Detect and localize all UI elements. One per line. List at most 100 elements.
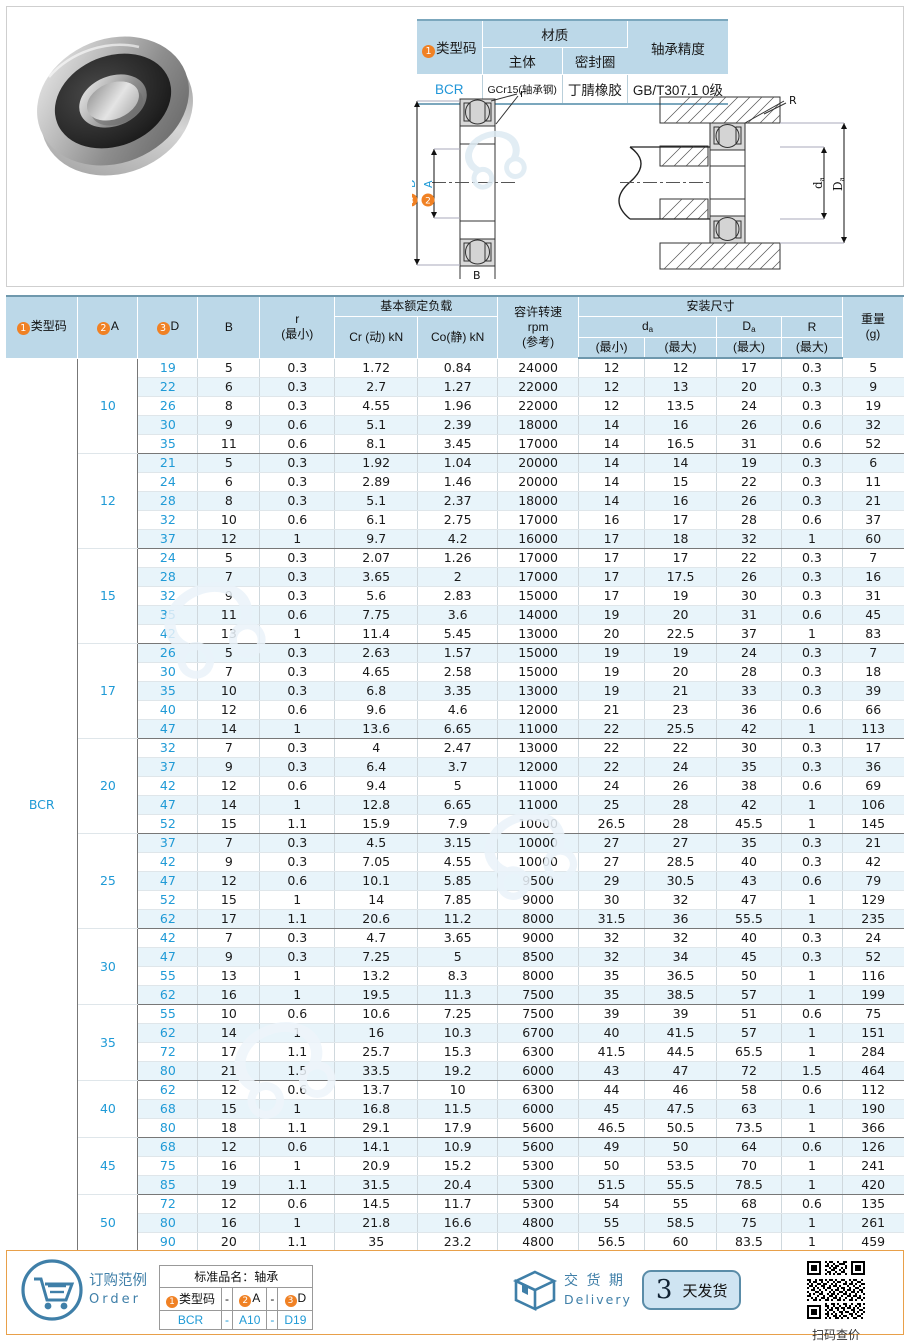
cell-da-min: 12: [578, 377, 646, 397]
qr-code-icon[interactable]: [807, 1261, 865, 1319]
cell-cr: 8.1: [334, 434, 419, 454]
table-row[interactable]: 47 14 1 12.8 6.65 11000 25 28 42 1 106: [6, 795, 904, 815]
cell-d: 75: [137, 1156, 199, 1176]
table-row[interactable]: 50 72 12 0.6 14.5 11.7 5300 54 55 68 0.6 135: [6, 1194, 904, 1253]
cell-cr: 7.05: [334, 852, 419, 872]
table-row[interactable]: 42 12 0.6 9.4 5 11000 24 26 38 0.6 69: [6, 776, 904, 796]
table-row[interactable]: 80 16 1 21.8 16.6 4800 55 58.5 75 1 261: [6, 1213, 904, 1233]
table-row[interactable]: BCR 10 19 5 0.3 1.72 0.84 24000 12 12 17 0.3 5: [6, 358, 904, 1253]
th-b: B: [197, 295, 261, 359]
table-row[interactable]: 26 8 0.3 4.55 1.96 22000 12 13.5 24 0.3 19: [6, 396, 904, 416]
table-row[interactable]: 35 10 0.3 6.8 3.35 13000 19 21 33 0.3 39: [6, 681, 904, 701]
table-row[interactable]: 25 37 7 0.3 4.5 3.15 10000 27 27 35 0.3 21: [6, 833, 904, 929]
cell-Da-max: 63: [716, 1099, 782, 1119]
cell-da-max: 34: [644, 947, 717, 967]
cell-weight: 106: [842, 795, 904, 815]
cell-da-min: 14: [578, 434, 646, 454]
cell-speed: 17000: [497, 434, 580, 454]
table-row[interactable]: 37 9 0.3 6.4 3.7 12000 22 24 35 0.3 36: [6, 757, 904, 777]
cell-da-min: 27: [578, 852, 646, 872]
table-row[interactable]: 28 8 0.3 5.1 2.37 18000 14 16 26 0.3 21: [6, 491, 904, 511]
table-row[interactable]: 24 6 0.3 2.89 1.46 20000 14 15 22 0.3 11: [6, 472, 904, 492]
table-row[interactable]: 20 32 7 0.3 4 2.47 13000 22 22 30 0.3 17: [6, 738, 904, 834]
table-row[interactable]: 62 14 1 16 10.3 6700 40 41.5 57 1 151: [6, 1023, 904, 1043]
cell-da-min: 17: [578, 548, 646, 568]
table-row[interactable]: 45 68 12 0.6 14.1 10.9 5600 49 50 64 0.6 126: [6, 1137, 904, 1195]
table-row[interactable]: 62 17 1.1 20.6 11.2 8000 31.5 36 55.5 1 235: [6, 909, 904, 929]
cell-da-min: 54: [578, 1194, 646, 1214]
table-row[interactable]: 30 9 0.6 5.1 2.39 18000 14 16 26 0.6 32: [6, 415, 904, 435]
cell-da-max: 55: [644, 1194, 717, 1214]
table-row[interactable]: 40 62 12 0.6 13.7 10 6300 44 46 58 0.6 112: [6, 1080, 904, 1138]
cell-co: 3.6: [417, 605, 499, 625]
cell-d: 62: [137, 1023, 199, 1043]
table-row[interactable]: 28 7 0.3 3.65 2 17000 17 17.5 26 0.3 16: [6, 567, 904, 587]
cell-da-max: 13.5: [644, 396, 717, 416]
table-row[interactable]: 40 12 0.6 9.6 4.6 12000 21 23 36 0.6 66: [6, 700, 904, 720]
package-box-icon: [512, 1270, 558, 1312]
cell-r: 0.3: [259, 491, 336, 511]
table-row[interactable]: 47 14 1 13.6 6.65 11000 22 25.5 42 1 113: [6, 719, 904, 739]
th-type-code: 1 类型码: [6, 295, 79, 359]
cell-co: 10.9: [417, 1137, 499, 1157]
table-row[interactable]: 35 55 10 0.6 10.6 7.25 7500 39 39 51 0.6 75: [6, 1004, 904, 1081]
cell-co: 7.9: [417, 814, 499, 834]
table-row[interactable]: 22 6 0.3 2.7 1.27 22000 12 13 20 0.3 9: [6, 377, 904, 397]
cell-r: 0.3: [259, 548, 336, 568]
table-row[interactable]: 42 9 0.3 7.05 4.55 10000 27 28.5 40 0.3 42: [6, 852, 904, 872]
cell-co: 2.47: [417, 738, 499, 758]
table-row[interactable]: 30 42 7 0.3 4.7 3.65 9000 32 32 40 0.3 24: [6, 928, 904, 1005]
cell-speed: 15000: [497, 662, 580, 682]
cell-b: 12: [197, 700, 261, 720]
table-row[interactable]: 62 16 1 19.5 11.3 7500 35 38.5 57 1 199: [6, 985, 904, 1005]
cell-da-max: 53.5: [644, 1156, 717, 1176]
cell-b: 6: [197, 377, 261, 397]
cell-b: 9: [197, 947, 261, 967]
table-row[interactable]: 30 7 0.3 4.65 2.58 15000 19 20 28 0.3 18: [6, 662, 904, 682]
cell-weight: 151: [842, 1023, 904, 1043]
table-row[interactable]: 37 12 1 9.7 4.2 16000 17 18 32 1 60: [6, 529, 904, 549]
cell-cr: 9.6: [334, 700, 419, 720]
table-row[interactable]: 32 10 0.6 6.1 2.75 17000 16 17 28 0.6 37: [6, 510, 904, 530]
table-row[interactable]: 42 13 1 11.4 5.45 13000 20 22.5 37 1 83: [6, 624, 904, 644]
cell-co: 6.65: [417, 795, 499, 815]
cell-Da-max: 30: [716, 586, 782, 606]
cell-Da-max: 28: [716, 510, 782, 530]
table-row[interactable]: 72 17 1.1 25.7 15.3 6300 41.5 44.5 65.5 1 284: [6, 1042, 904, 1062]
table-row[interactable]: 17 26 5 0.3 2.63 1.57 15000 19 19 24 0.3 7: [6, 643, 904, 739]
cell-r: 1.1: [259, 1175, 336, 1195]
table-row[interactable]: 47 12 0.6 10.1 5.85 9500 29 30.5 43 0.6 79: [6, 871, 904, 891]
table-row[interactable]: 35 11 0.6 7.75 3.6 14000 19 20 31 0.6 45: [6, 605, 904, 625]
cell-da-max: 25.5: [644, 719, 717, 739]
table-row[interactable]: 75 16 1 20.9 15.2 5300 50 53.5 70 1 241: [6, 1156, 904, 1176]
table-row[interactable]: 52 15 1 14 7.85 9000 30 32 47 1 129: [6, 890, 904, 910]
cell-b: 5: [197, 453, 261, 473]
svg-text:Da: Da: [831, 177, 846, 191]
bearing-photo: [37, 36, 193, 176]
cell-da-max: 16: [644, 491, 717, 511]
cell-r: 0.6: [259, 1137, 336, 1157]
delivery-label-en: Delivery: [564, 1292, 632, 1308]
cell-b: 16: [197, 1213, 261, 1233]
table-row[interactable]: 12 21 5 0.3 1.92 1.04 20000 14 14 19 0.3 6: [6, 453, 904, 549]
cell-d: 35: [137, 605, 199, 625]
cell-b: 16: [197, 1156, 261, 1176]
table-row[interactable]: 80 18 1.1 29.1 17.9 5600 46.5 50.5 73.5 1 366: [6, 1118, 904, 1138]
table-row[interactable]: 15 24 5 0.3 2.07 1.26 17000 17 17 22 0.3 7: [6, 548, 904, 644]
table-row[interactable]: 32 9 0.3 5.6 2.83 15000 17 19 30 0.3 31: [6, 586, 904, 606]
cell-weight: 126: [842, 1137, 904, 1157]
table-row[interactable]: 80 21 1.5 33.5 19.2 6000 43 47 72 1.5 464: [6, 1061, 904, 1081]
table-row[interactable]: 52 15 1.1 15.9 7.9 10000 26.5 28 45.5 1 145: [6, 814, 904, 834]
cell-a-value: 12: [77, 453, 139, 549]
table-row[interactable]: 35 11 0.6 8.1 3.45 17000 14 16.5 31 0.6 52: [6, 434, 904, 454]
cell-R-max: 1: [781, 1099, 843, 1119]
cell-Da-max: 73.5: [716, 1118, 782, 1138]
cell-da-max: 38.5: [644, 985, 717, 1005]
table-row[interactable]: 85 19 1.1 31.5 20.4 5300 51.5 55.5 78.5 1 420: [6, 1175, 904, 1195]
cell-r: 0.3: [259, 377, 336, 397]
table-row[interactable]: 68 15 1 16.8 11.5 6000 45 47.5 63 1 190: [6, 1099, 904, 1119]
table-row[interactable]: 47 9 0.3 7.25 5 8500 32 34 45 0.3 52: [6, 947, 904, 967]
table-row[interactable]: 55 13 1 13.2 8.3 8000 35 36.5 50 1 116: [6, 966, 904, 986]
cell-speed: 5300: [497, 1194, 580, 1214]
material-table-type-header: 1 类型码: [417, 21, 483, 75]
